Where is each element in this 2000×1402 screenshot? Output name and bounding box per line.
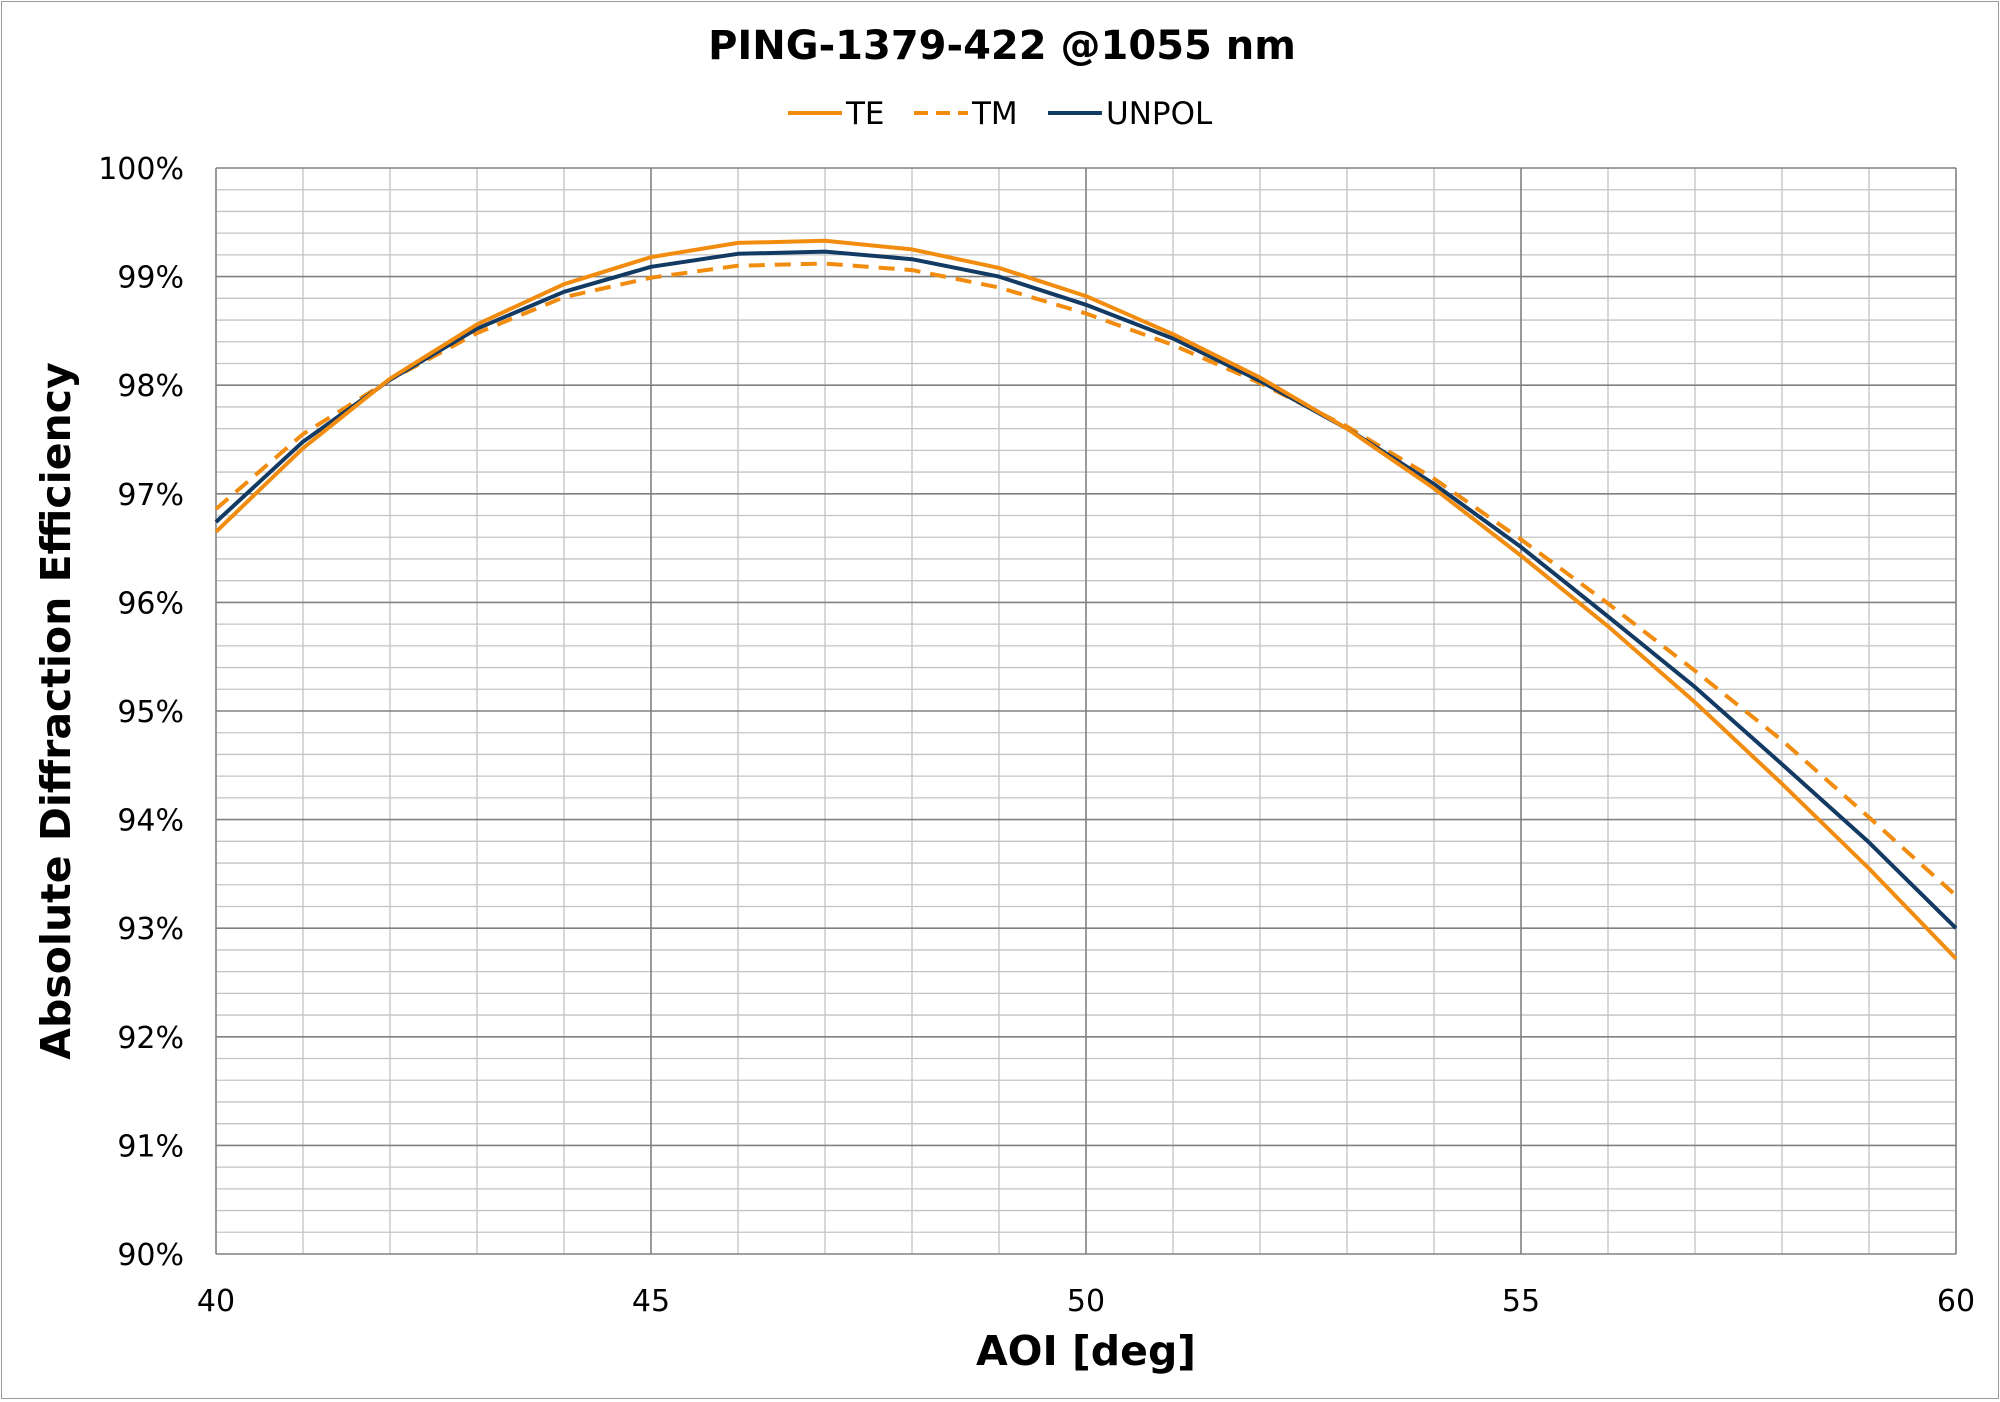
y-tick-label: 90% [117,1238,184,1273]
x-tick-label: 45 [632,1284,670,1319]
x-tick-label: 60 [1937,1284,1975,1319]
series-layer [214,238,1958,960]
x-tick-label: 40 [197,1284,235,1319]
major-gridlines [215,167,1957,1255]
y-tick-label: 94% [117,804,184,839]
y-tick-label: 93% [117,912,184,947]
legend-label-tm: TM [971,96,1018,132]
y-tick-label: 97% [117,478,184,513]
y-tick-label: 100% [98,152,184,187]
chart-legend: TE TM UNPOL [788,96,1213,132]
series-line-unpol [214,249,1958,930]
chart-title: PING-1379-422 @1055 nm [708,23,1296,69]
y-axis-ticks: 90% 91% 92% 93% 94% 95% 96% 97% 98% 99% 100% [98,152,184,1273]
y-tick-label: 95% [117,695,184,730]
legend-label-unpol: UNPOL [1106,96,1213,132]
y-tick-label: 98% [117,369,184,404]
x-tick-label: 55 [1502,1284,1540,1319]
x-axis-title: AOI [deg] [976,1327,1196,1375]
y-tick-label: 92% [117,1021,184,1056]
x-axis-ticks: 40 45 50 55 60 [197,1284,1975,1319]
y-tick-label: 91% [117,1129,184,1164]
y-tick-label: 96% [117,586,184,621]
series-line-tm [214,261,1958,898]
legend-label-te: TE [845,96,885,132]
y-axis-title: Absolute Diffraction Efficiency [32,362,80,1059]
x-tick-label: 50 [1067,1284,1105,1319]
series-line-te [214,238,1958,960]
y-tick-label: 99% [117,261,184,296]
